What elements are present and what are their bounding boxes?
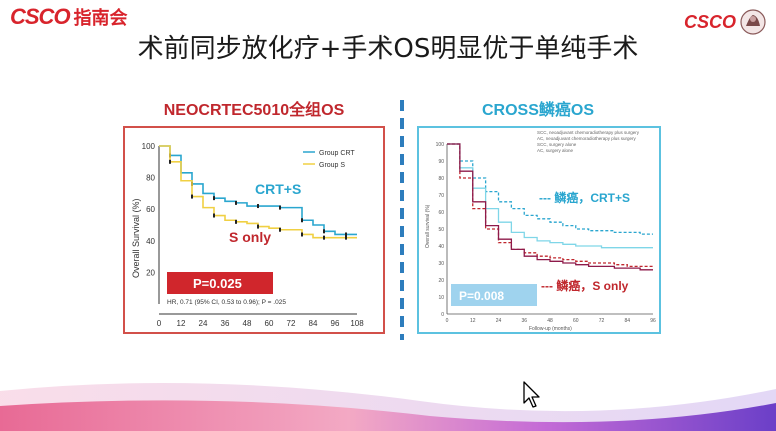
x-tick-label: 108 — [350, 319, 364, 328]
censor-mark — [213, 196, 215, 201]
mouse-pointer-icon — [523, 381, 540, 408]
panel-divider — [400, 100, 404, 340]
x-tick-label: 24 — [199, 319, 208, 328]
x-tick-label: 72 — [287, 319, 296, 328]
y-axis-label: Overall Survival (%) — [131, 198, 141, 278]
right-panel-title: CROSS鳞癌OS — [481, 102, 595, 119]
legend: Group CRT Group S — [303, 150, 355, 169]
censor-mark — [301, 218, 303, 223]
logo-guideline-text: 指南会 — [73, 8, 128, 28]
x-tick-label: 60 — [265, 319, 274, 328]
km-curve-ac-s — [447, 143, 653, 271]
label-scc-crt-s: --- 鳞癌，CRT+S — [539, 190, 630, 205]
decorative-wave-footer — [0, 383, 776, 431]
csco-logo-right: CSCO — [684, 8, 768, 36]
y-tick-label: 80 — [146, 174, 155, 183]
x-tick-label: 12 — [470, 318, 476, 324]
legend-scc-crt: SCC, neoadjuvant chemoradiotherapy plus … — [537, 130, 640, 135]
right-chart-panel: 100 90 80 70 60 50 40 30 20 10 0 0 12 24 36 48 60 72 84 96 … — [417, 126, 661, 334]
y-tick-label: 0 — [441, 312, 444, 318]
censor-mark — [345, 235, 347, 240]
y-axis-label: Overall survival (%) — [425, 204, 431, 248]
legend-crt: Group CRT — [319, 150, 355, 157]
x-tick-label: 24 — [496, 318, 502, 324]
km-curve-ac-crt — [447, 143, 653, 249]
x-tick-label: 96 — [650, 318, 656, 324]
km-curve-s — [159, 145, 357, 239]
censor-mark — [257, 204, 259, 209]
legend-s: Group S — [319, 162, 345, 169]
left-km-chart: 100 80 60 40 20 0 12 24 36 48 60 72 84 96 108 Overall … — [131, 142, 364, 328]
km-curve-crt — [159, 145, 357, 236]
label-scc-s-only: --- 鳞癌，S only — [541, 278, 629, 293]
x-axis-label: Follow-up (months) — [529, 326, 572, 332]
x-tick-label: 84 — [309, 319, 318, 328]
label-s-only: S only — [229, 229, 271, 245]
censor-mark — [323, 229, 325, 234]
x-tick-label: 96 — [331, 319, 340, 328]
km-curve-scc-s — [447, 143, 653, 268]
legend-scc-s: SCC, surgery alone — [537, 142, 577, 147]
y-tick-label: 30 — [438, 261, 444, 267]
censor-mark — [257, 224, 259, 229]
logo-right-brand-text: CSCO — [683, 11, 736, 32]
x-tick-label: 60 — [573, 318, 579, 324]
censor-mark — [213, 213, 215, 218]
censor-mark — [235, 200, 237, 205]
csco-guideline-logo: CSCO 指南会 — [10, 4, 128, 29]
y-tick-label: 20 — [146, 268, 155, 277]
logo-brand-text: CSCO — [10, 4, 71, 29]
x-tick-label: 48 — [547, 318, 553, 324]
censor-mark — [191, 194, 193, 199]
left-panel-title: NEOCRTEC5010全组OS — [163, 102, 345, 119]
legend: SCC, neoadjuvant chemoradiotherapy plus … — [537, 130, 640, 153]
p-value-box — [167, 272, 273, 294]
p-value: P=0.025 — [193, 276, 242, 291]
censor-mark — [235, 219, 237, 224]
seal-emblem-icon — [740, 9, 766, 35]
y-tick-label: 40 — [438, 244, 444, 250]
censor-mark — [323, 235, 325, 240]
x-tick-label: 72 — [599, 318, 605, 324]
censor-mark — [279, 205, 281, 210]
y-tick-label: 100 — [436, 142, 445, 148]
legend-ac-crt: AC, neoadjuvant chemoradiotherapy plus s… — [537, 136, 637, 141]
y-tick-label: 90 — [438, 159, 444, 165]
legend-ac-s: AC, surgery alone — [537, 148, 574, 153]
x-tick-label: 48 — [243, 319, 252, 328]
km-curve-scc-crt — [447, 143, 653, 235]
label-crt-s: CRT+S — [255, 181, 301, 197]
y-tick-label: 60 — [146, 205, 155, 214]
p-value-box — [451, 284, 537, 306]
y-tick-label: 10 — [438, 295, 444, 301]
y-tick-label: 100 — [142, 142, 156, 151]
y-tick-label: 40 — [146, 237, 155, 246]
y-tick-label: 20 — [438, 278, 444, 284]
x-tick-label: 36 — [221, 319, 230, 328]
censor-mark — [345, 232, 347, 237]
left-chart-panel: 100 80 60 40 20 0 12 24 36 48 60 72 84 96 108 Overall … — [123, 126, 385, 334]
censor-mark — [279, 227, 281, 232]
y-tick-label: 80 — [438, 176, 444, 182]
y-tick-label: 50 — [438, 227, 444, 233]
hr-text: HR, 0.71 (95% CI, 0.53 to 0.96); P = .02… — [167, 299, 286, 306]
y-tick-label: 70 — [438, 193, 444, 199]
x-tick-label: 0 — [157, 319, 162, 328]
censor-mark — [169, 159, 171, 164]
x-tick-label: 84 — [624, 318, 630, 324]
x-tick-label: 0 — [446, 318, 449, 324]
p-value: P=0.008 — [459, 289, 504, 303]
x-tick-label: 36 — [521, 318, 527, 324]
x-tick-label: 12 — [177, 319, 186, 328]
y-tick-label: 60 — [438, 210, 444, 216]
slide-title: 术前同步放化疗+手术OS明显优于单纯手术 — [137, 34, 639, 64]
censor-mark — [301, 232, 303, 237]
